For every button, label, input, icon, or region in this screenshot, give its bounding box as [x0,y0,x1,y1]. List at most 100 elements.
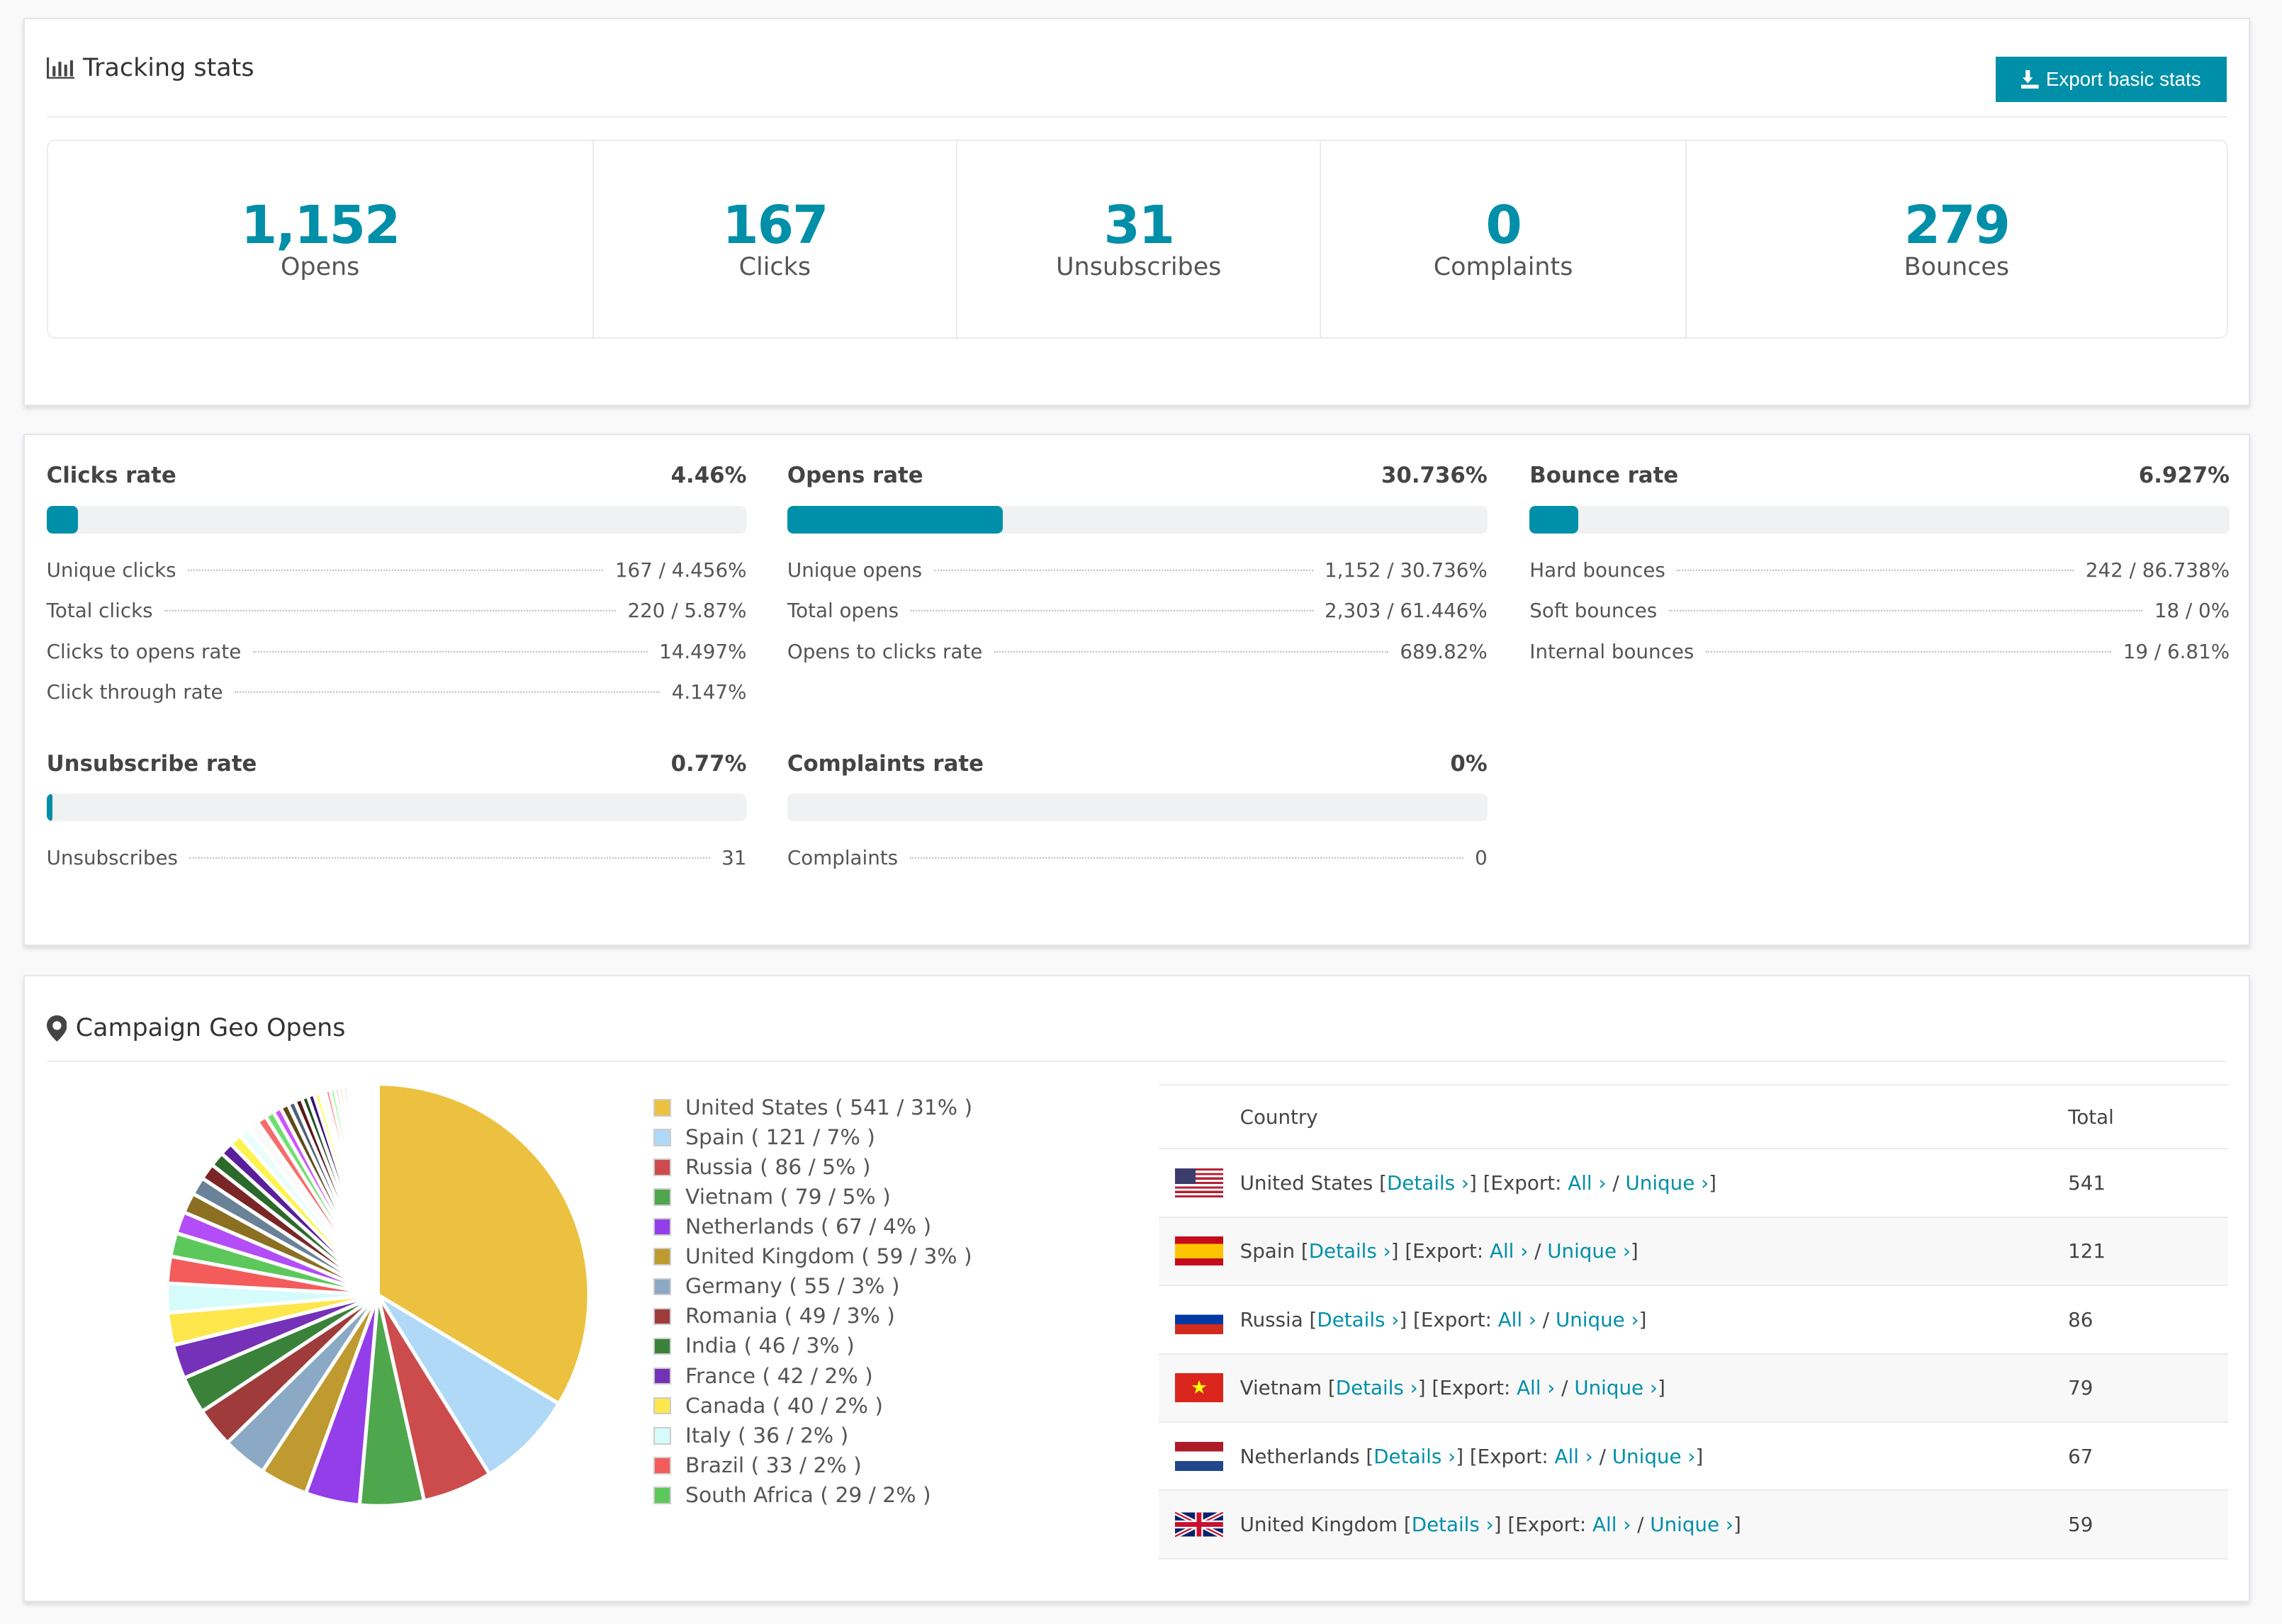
table-row: Spain [Details ›] [Export: All › / Uniqu… [1158,1217,2228,1287]
rate-title: Complaints rate [787,750,984,777]
export-all-link[interactable]: All › [1490,1239,1529,1263]
dotted-leader [909,857,1463,859]
export-basic-stats-button[interactable]: Export basic stats [1995,57,2227,102]
rate-value: 4.46% [670,462,747,488]
stat-clicks: 167 Clicks [594,141,958,338]
export-all-link[interactable]: All › [1568,1171,1607,1195]
legend-item[interactable]: Russia ( 86 / 5% ) [653,1152,972,1182]
legend-item[interactable]: India ( 46 / 3% ) [653,1331,972,1361]
dotted-leader [910,609,1313,611]
export-unique-link[interactable]: Unique › [1650,1513,1733,1537]
pie-slice-united-states[interactable] [376,1082,588,1406]
rate-row: Click through rate 4.147% [47,680,747,708]
legend-item[interactable]: United Kingdom ( 59 / 3% ) [653,1242,972,1272]
legend-item[interactable]: France ( 42 / 2% ) [653,1361,972,1391]
geo-opens-card: Campaign Geo Opens United States ( 541 /… [23,974,2250,1602]
details-link[interactable]: Details › [1386,1171,1469,1195]
row-value: 242 / 86.738% [2085,558,2230,582]
export-unique-link[interactable]: Unique › [1625,1171,1709,1195]
legend-name: Vietnam [685,1185,774,1210]
legend-value: ( 79 / 5% ) [773,1185,891,1210]
stat-opens: 1,152 Opens [48,141,594,338]
legend-item[interactable]: Romania ( 49 / 3% ) [653,1302,972,1331]
country-name: United States [1240,1171,1373,1195]
export-unique-link[interactable]: Unique › [1612,1444,1696,1468]
rate-row: Unique opens 1,152 / 30.736% [787,558,1488,586]
geo-pie-chart [165,1082,588,1508]
dotted-leader [188,569,604,571]
legend-value: ( 121 / 7% ) [744,1124,875,1150]
legend-item[interactable]: South Africa ( 29 / 2% ) [653,1480,972,1510]
tracking-stats-label: Tracking stats [82,53,254,82]
legend-value: ( 55 / 3% ) [782,1274,900,1299]
legend-name: Brazil [685,1453,745,1478]
legend-swatch [653,1218,671,1236]
row-value: 2,303 / 61.446% [1325,599,1488,623]
legend-item[interactable]: United States ( 541 / 31% ) [653,1093,972,1122]
legend-name: Spain [685,1124,745,1150]
legend-item[interactable]: Spain ( 121 / 7% ) [653,1122,972,1152]
stat-label: Bounces [1904,252,2010,281]
stats-summary: 1,152 Opens 167 Clicks 31 Unsubscribes 0 Com… [46,140,2228,339]
row-value: 4.147% [671,680,747,704]
legend-value: ( 67 / 4% ) [814,1214,932,1240]
pie-legend: United States ( 541 / 31% ) Spain ( 121 /… [653,1093,972,1510]
export-all-link[interactable]: All › [1517,1376,1556,1400]
rate-title: Unsubscribe rate [46,750,257,777]
row-label: Complaints [787,846,899,870]
country-name: Spain [1240,1239,1295,1263]
total-cell: 541 [2068,1171,2106,1195]
export-unique-link[interactable]: Unique › [1574,1376,1658,1400]
row-value: 220 / 5.87% [627,599,747,623]
row-value: 31 [721,846,747,870]
stat-value: 1,152 [240,194,401,256]
legend-swatch [653,1397,671,1415]
rate-title: Opens rate [787,462,923,488]
dotted-leader [1668,609,2143,611]
row-label: Internal bounces [1529,639,1694,663]
legend-value: ( 86 / 5% ) [753,1154,871,1180]
table-row: United States [Details ›] [Export: All ›… [1158,1149,2228,1218]
total-cell: 59 [2068,1513,2093,1537]
details-link[interactable]: Details › [1308,1239,1391,1263]
export-unique-link[interactable]: Unique › [1547,1239,1631,1263]
country-cell: United States [Details ›] [Export: All ›… [1240,1171,1716,1195]
legend-name: Italy [685,1423,731,1448]
export-prefix: ] [Export: [1456,1444,1555,1468]
legend-item[interactable]: Canada ( 40 / 2% ) [653,1391,972,1421]
rate-progress-bar [787,794,1488,822]
rate-row: Unsubscribes 31 [47,846,747,874]
legend-swatch [653,1278,671,1296]
details-link[interactable]: Details › [1373,1444,1456,1468]
legend-item[interactable]: Netherlands ( 67 / 4% ) [653,1212,972,1242]
dotted-leader [933,569,1313,571]
legend-item[interactable]: Germany ( 55 / 3% ) [653,1272,972,1302]
rate-value: 6.927% [2138,462,2230,488]
legend-item[interactable]: Brazil ( 33 / 2% ) [653,1450,972,1480]
table-row: ★ Vietnam [Details ›] [Export: All › / Un… [1158,1354,2228,1423]
export-unique-link[interactable]: Unique › [1555,1307,1639,1331]
legend-item[interactable]: Vietnam ( 79 / 5% ) [653,1182,972,1212]
legend-item[interactable]: Italy ( 36 / 2% ) [653,1421,972,1450]
details-link[interactable]: Details › [1317,1307,1400,1331]
legend-swatch [653,1098,671,1117]
rate-progress-bar [46,505,747,534]
map-marker-icon [46,1015,67,1042]
legend-value: ( 29 / 2% ) [813,1482,931,1508]
export-all-link[interactable]: All › [1592,1513,1631,1537]
legend-name: India [685,1333,738,1359]
flag-gb-icon [1175,1510,1223,1539]
details-link[interactable]: Details › [1411,1513,1494,1537]
stat-bounces: 279 Bounces [1687,141,2227,337]
legend-value: ( 46 / 3% ) [737,1333,855,1359]
stat-label: Complaints [1433,252,1573,281]
legend-name: Canada [685,1393,766,1419]
flag-us-icon [1175,1168,1223,1197]
dotted-leader [234,691,661,693]
row-label: Total clicks [46,599,153,623]
rate-row: Opens to clicks rate 689.82% [787,640,1488,667]
details-link[interactable]: Details › [1335,1376,1418,1400]
export-all-link[interactable]: All › [1554,1444,1593,1468]
export-all-link[interactable]: All › [1497,1307,1536,1331]
pie-slice-spain[interactable] [376,1293,562,1477]
